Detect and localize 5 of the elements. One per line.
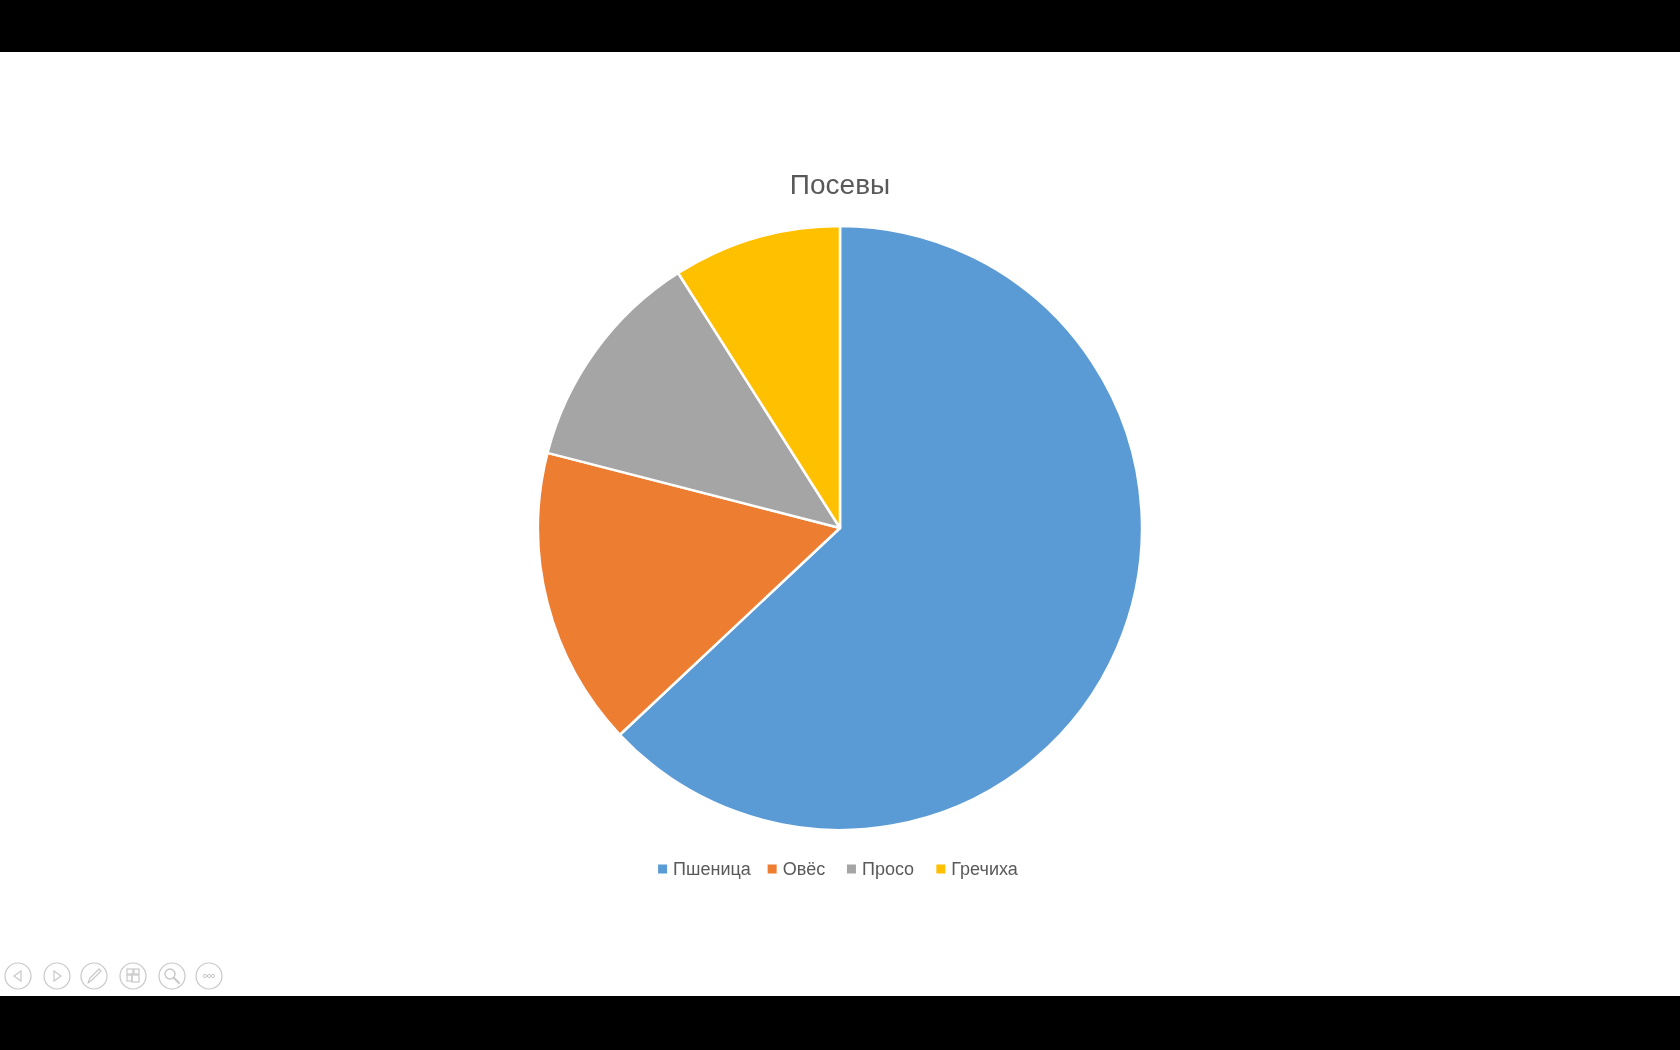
legend-label: Овёс (782, 859, 826, 879)
legend-label: Пшеница (673, 859, 752, 879)
chart-title: Посевы (789, 168, 891, 200)
legend-label: Просо (861, 859, 915, 879)
legend-label: Гречиха (951, 859, 1019, 879)
